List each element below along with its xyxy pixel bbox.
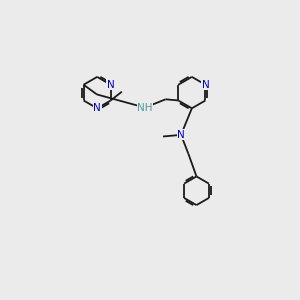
- Text: N: N: [93, 103, 101, 113]
- Text: NH: NH: [137, 103, 153, 112]
- Text: N: N: [177, 130, 185, 140]
- Text: N: N: [202, 80, 209, 90]
- Text: N: N: [107, 80, 115, 90]
